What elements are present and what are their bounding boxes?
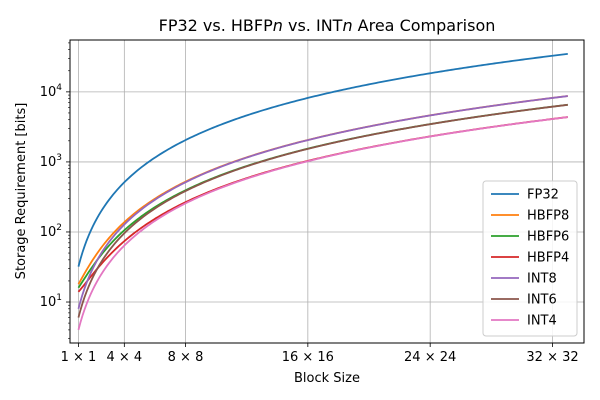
plot-frame — [69, 39, 585, 344]
y-tick-label: 101 — [40, 293, 62, 310]
legend-label: HBFP4 — [527, 251, 569, 266]
chart-title-part: Area Comparison — [353, 16, 496, 35]
y-tick-label: 104 — [40, 83, 63, 100]
legend-label: FP32 — [527, 188, 559, 203]
y-axis-label: Storage Requirement [bits] — [14, 103, 29, 280]
legend-label: INT6 — [527, 293, 557, 308]
legend-label: INT4 — [527, 314, 557, 329]
legend-label: INT8 — [527, 272, 557, 287]
x-tick-label: 1 × 1 — [61, 350, 97, 365]
x-tick-label: 16 × 16 — [282, 350, 334, 365]
x-tick-label: 32 × 32 — [526, 350, 578, 365]
x-tick-label: 4 × 4 — [106, 350, 142, 365]
chart-title-part: FP32 vs. HBFP — [159, 16, 273, 35]
chart-title: FP32 vs. HBFPn vs. INTn Area Comparison — [159, 16, 496, 35]
chart-title-part: n — [342, 16, 352, 35]
x-tick-label: 24 × 24 — [404, 350, 456, 365]
x-tick-label: 8 × 8 — [168, 350, 204, 365]
chart-title-part: n — [273, 16, 283, 35]
series-line-int6 — [77, 103, 568, 318]
series-line-fp32 — [77, 52, 568, 267]
legend: FP32 HBFP8 HBFP6 HBFP4 INT8 INT6 INT4 — [482, 180, 578, 337]
legend-box — [482, 180, 578, 337]
chart-title-part: vs. INT — [283, 16, 343, 35]
axis-ticks: 1 × 1 4 × 4 8 × 8 16 × 16 24 × 24 32 × 32 101 1… — [40, 42, 579, 365]
x-axis-label: Block Size — [294, 371, 360, 386]
series-line-int4 — [77, 116, 568, 331]
legend-label: HBFP8 — [527, 209, 569, 224]
series-lines — [77, 52, 568, 331]
y-tick-label: 103 — [40, 153, 62, 170]
series-line-int8 — [77, 95, 568, 310]
y-tick-label: 102 — [40, 223, 62, 240]
legend-label: HBFP6 — [527, 230, 569, 245]
